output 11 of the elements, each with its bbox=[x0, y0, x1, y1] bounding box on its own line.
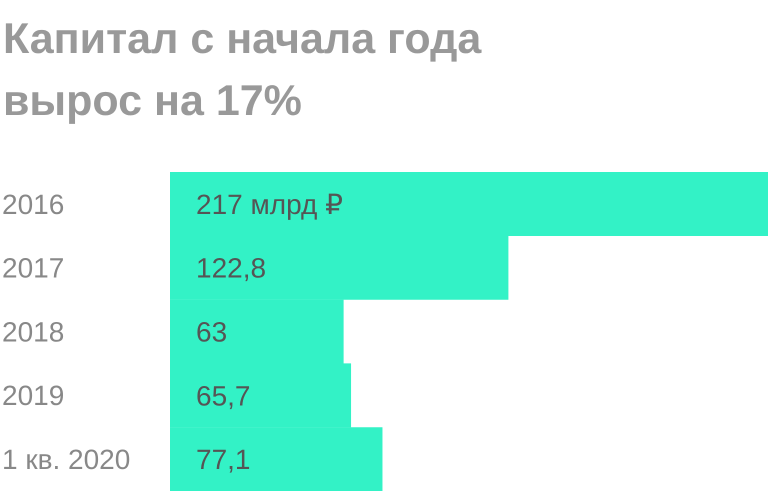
data-label: 65,7 bbox=[196, 380, 250, 412]
y-tick-label: 2019 bbox=[2, 380, 64, 412]
y-tick-label: 2017 bbox=[2, 252, 64, 284]
y-tick-label: 1 кв. 2020 bbox=[2, 444, 130, 476]
chart-title: Капитал с начала года вырос на 17% bbox=[2, 14, 482, 127]
data-label: 217 млрд ₽ bbox=[196, 188, 343, 220]
data-label: 77,1 bbox=[196, 444, 250, 476]
y-tick-label: 2018 bbox=[2, 316, 64, 348]
y-tick-label: 2016 bbox=[2, 188, 64, 220]
data-label: 63 bbox=[196, 316, 228, 348]
data-label: 122,8 bbox=[196, 252, 266, 284]
